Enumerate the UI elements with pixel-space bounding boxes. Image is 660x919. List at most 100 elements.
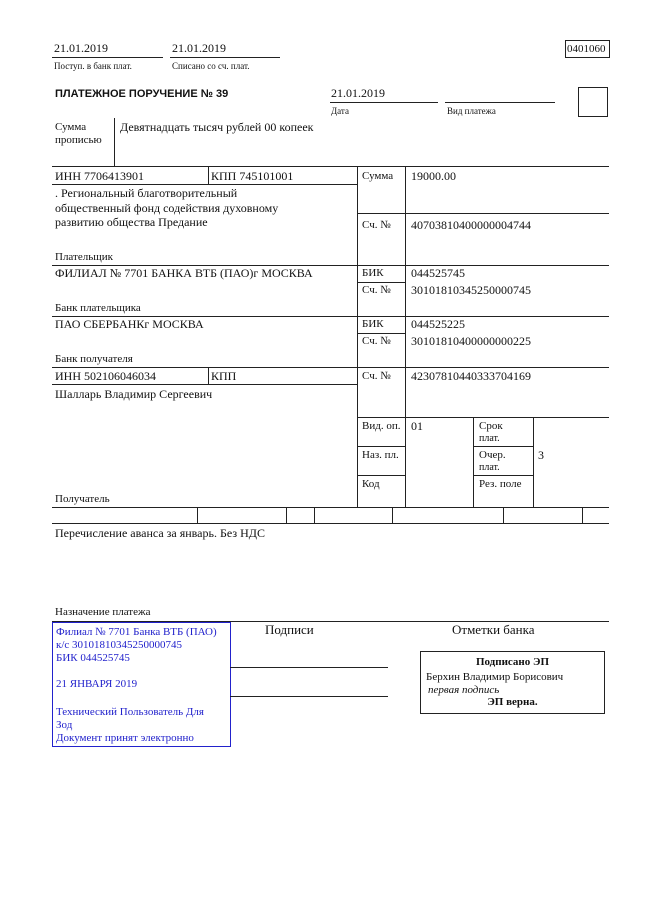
divider bbox=[392, 507, 393, 523]
payer-bank-account: 30101810345250000745 bbox=[411, 283, 531, 297]
reserve-label: Рез. поле bbox=[479, 478, 522, 490]
amount-words: Девятнадцать тысяч рублей 00 копеек bbox=[120, 120, 314, 134]
divider bbox=[52, 507, 609, 508]
divider bbox=[52, 621, 609, 622]
signature-line bbox=[230, 667, 388, 668]
page-title: ПЛАТЕЖНОЕ ПОРУЧЕНИЕ № 39 bbox=[55, 88, 229, 100]
payee-kpp: КПП bbox=[211, 369, 237, 383]
payer-account-label: Сч. № bbox=[362, 219, 391, 231]
form-code-box: 0401060 bbox=[565, 40, 610, 58]
divider bbox=[286, 507, 287, 523]
debited-label: Списано со сч. плат. bbox=[172, 61, 250, 71]
purpose-label: Назначение платежа bbox=[55, 606, 151, 618]
divider bbox=[52, 166, 609, 167]
divider bbox=[533, 417, 534, 507]
e-signature-signer: Берхин Владимир Борисович bbox=[426, 671, 564, 683]
received-date: 21.01.2019 bbox=[54, 41, 108, 55]
amount-words-label: Сумма bbox=[55, 121, 87, 133]
divider bbox=[114, 118, 115, 166]
divider bbox=[314, 507, 315, 523]
term-label: Срок bbox=[479, 420, 503, 432]
divider bbox=[582, 507, 583, 523]
divider bbox=[197, 507, 198, 523]
divider bbox=[473, 446, 533, 447]
amount-words-label: прописью bbox=[55, 134, 102, 146]
payment-type-label: Вид платежа bbox=[447, 106, 496, 116]
payee-account: 42307810440333704169 bbox=[411, 369, 531, 383]
signature-line bbox=[230, 696, 388, 697]
payer-name: общественный фонд содействия духовному bbox=[55, 201, 279, 215]
divider bbox=[208, 166, 209, 184]
sum-value: 19000.00 bbox=[411, 169, 456, 183]
payee-bank-account: 30101810400000000225 bbox=[411, 334, 531, 348]
code-label: Код bbox=[362, 478, 380, 490]
divider bbox=[52, 523, 609, 524]
stamp-line: Технический Пользователь Для bbox=[56, 706, 204, 718]
payer-account: 40703810400000004744 bbox=[411, 218, 531, 232]
divider bbox=[357, 166, 358, 507]
payer-bank-bik-label: БИК bbox=[362, 267, 384, 279]
debited-date: 21.01.2019 bbox=[172, 41, 226, 55]
term-label: плат. bbox=[479, 433, 500, 444]
payment-purpose: Перечисление аванса за январь. Без НДС bbox=[55, 526, 265, 540]
e-signature-status: ЭП верна. bbox=[487, 696, 538, 708]
sum-label: Сумма bbox=[362, 170, 394, 182]
payee-account-label: Сч. № bbox=[362, 370, 391, 382]
payer-kpp: КПП 745101001 bbox=[211, 169, 294, 183]
divider bbox=[357, 333, 405, 334]
stamp-line: Документ принят электронно bbox=[56, 732, 194, 744]
divider bbox=[357, 417, 609, 418]
document-date: 21.01.2019 bbox=[331, 86, 385, 100]
payer-name: развитию общества Предание bbox=[55, 215, 208, 229]
payer-bank-bik: 044525745 bbox=[411, 266, 465, 280]
purpose-code-label: Наз. пл. bbox=[362, 449, 399, 461]
payee-bank-name: ПАО СБЕРБАНКг МОСКВА bbox=[55, 317, 204, 331]
stamp-line: 21 ЯНВАРЯ 2019 bbox=[56, 678, 138, 690]
divider bbox=[503, 507, 504, 523]
payee-bank-label: Банк получателя bbox=[55, 353, 133, 365]
payer-inn: ИНН 7706413901 bbox=[55, 169, 144, 183]
form-code: 0401060 bbox=[567, 43, 606, 55]
payee-bank-bik: 044525225 bbox=[411, 317, 465, 331]
priority-label: Очер. bbox=[479, 449, 506, 461]
divider bbox=[170, 57, 280, 58]
bank-stamp: Филиал № 7701 Банка ВТБ (ПАО) к/с 301018… bbox=[52, 622, 231, 747]
divider bbox=[52, 57, 163, 58]
payee-bank-bik-label: БИК bbox=[362, 318, 384, 330]
signatures-label: Подписи bbox=[265, 622, 314, 637]
divider bbox=[405, 166, 406, 507]
e-signature-box: Подписано ЭП Берхин Владимир Борисович п… bbox=[420, 651, 605, 714]
bank-marks-label: Отметки банка bbox=[452, 622, 535, 637]
payer-name: . Региональный благотворительный bbox=[55, 186, 238, 200]
divider bbox=[52, 184, 357, 185]
priority-value: 3 bbox=[538, 448, 544, 462]
op-type-label: Вид. оп. bbox=[362, 420, 401, 432]
divider bbox=[357, 213, 609, 214]
e-signature-title: Подписано ЭП bbox=[475, 656, 550, 668]
payee-name: Шалларь Владимир Сергеевич bbox=[55, 387, 213, 401]
date-label: Дата bbox=[331, 106, 349, 116]
stamp-line: БИК 044525745 bbox=[56, 652, 130, 664]
e-signature-role: первая подпись bbox=[428, 684, 500, 696]
stamp-line: Филиал № 7701 Банка ВТБ (ПАО) bbox=[56, 626, 217, 638]
payer-bank-name: ФИЛИАЛ № 7701 БАНКА ВТБ (ПАО)г МОСКВА bbox=[55, 266, 313, 280]
divider bbox=[357, 282, 405, 283]
divider bbox=[52, 384, 357, 385]
divider bbox=[52, 316, 609, 317]
divider bbox=[208, 367, 209, 384]
payee-bank-account-label: Сч. № bbox=[362, 335, 391, 347]
stamp-line: Зод bbox=[56, 719, 73, 731]
received-label: Поступ. в банк плат. bbox=[54, 61, 132, 71]
payee-label: Получатель bbox=[55, 493, 110, 505]
payer-label: Плательщик bbox=[55, 251, 113, 263]
divider bbox=[473, 417, 474, 507]
divider bbox=[445, 102, 555, 103]
divider bbox=[52, 367, 609, 368]
divider bbox=[473, 475, 533, 476]
divider bbox=[330, 102, 438, 103]
divider bbox=[52, 265, 609, 266]
priority-label: плат. bbox=[479, 462, 500, 473]
payer-bank-label: Банк плательщика bbox=[55, 302, 141, 314]
stamp-line: к/с 30101810345250000745 bbox=[56, 639, 183, 651]
payer-bank-account-label: Сч. № bbox=[362, 284, 391, 296]
